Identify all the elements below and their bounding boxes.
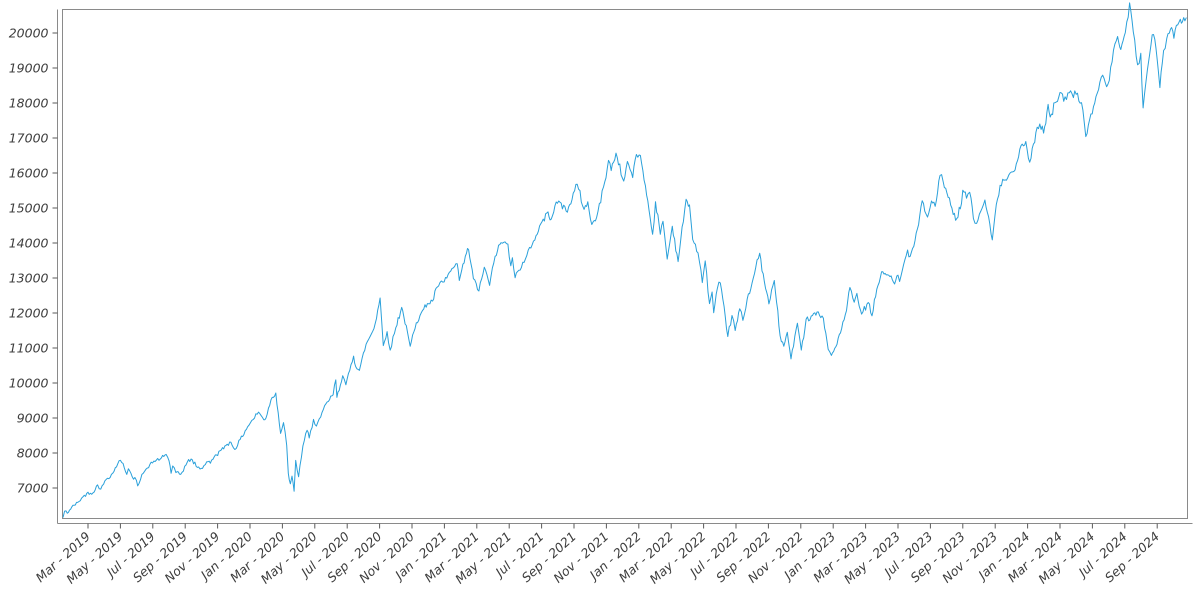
- y-tick-label: 14000: [9, 236, 49, 251]
- price-series-line: [62, 2, 1187, 518]
- y-tick-label: 11000: [9, 341, 49, 356]
- y-tick-label: 13000: [9, 271, 49, 286]
- y-tick-label: 18000: [9, 96, 49, 111]
- y-tick-label: 15000: [9, 201, 49, 216]
- y-tick-label: 19000: [9, 61, 49, 76]
- y-tick-label: 16000: [9, 166, 49, 181]
- y-tick-label: 12000: [9, 306, 49, 321]
- axes-border: [62, 9, 1188, 519]
- y-axis: 7000 8000 9000 10000 11000 12000 13000 14000 150…: [9, 26, 58, 496]
- plot-frame: [57, 9, 1193, 524]
- y-tick-label: 9000: [17, 411, 49, 426]
- y-tick-label: 17000: [9, 131, 49, 146]
- y-tick-label: 8000: [17, 446, 49, 461]
- y-tick-label: 10000: [9, 376, 49, 391]
- y-tick-label: 7000: [17, 481, 49, 496]
- y-tick-label: 20000: [9, 26, 49, 41]
